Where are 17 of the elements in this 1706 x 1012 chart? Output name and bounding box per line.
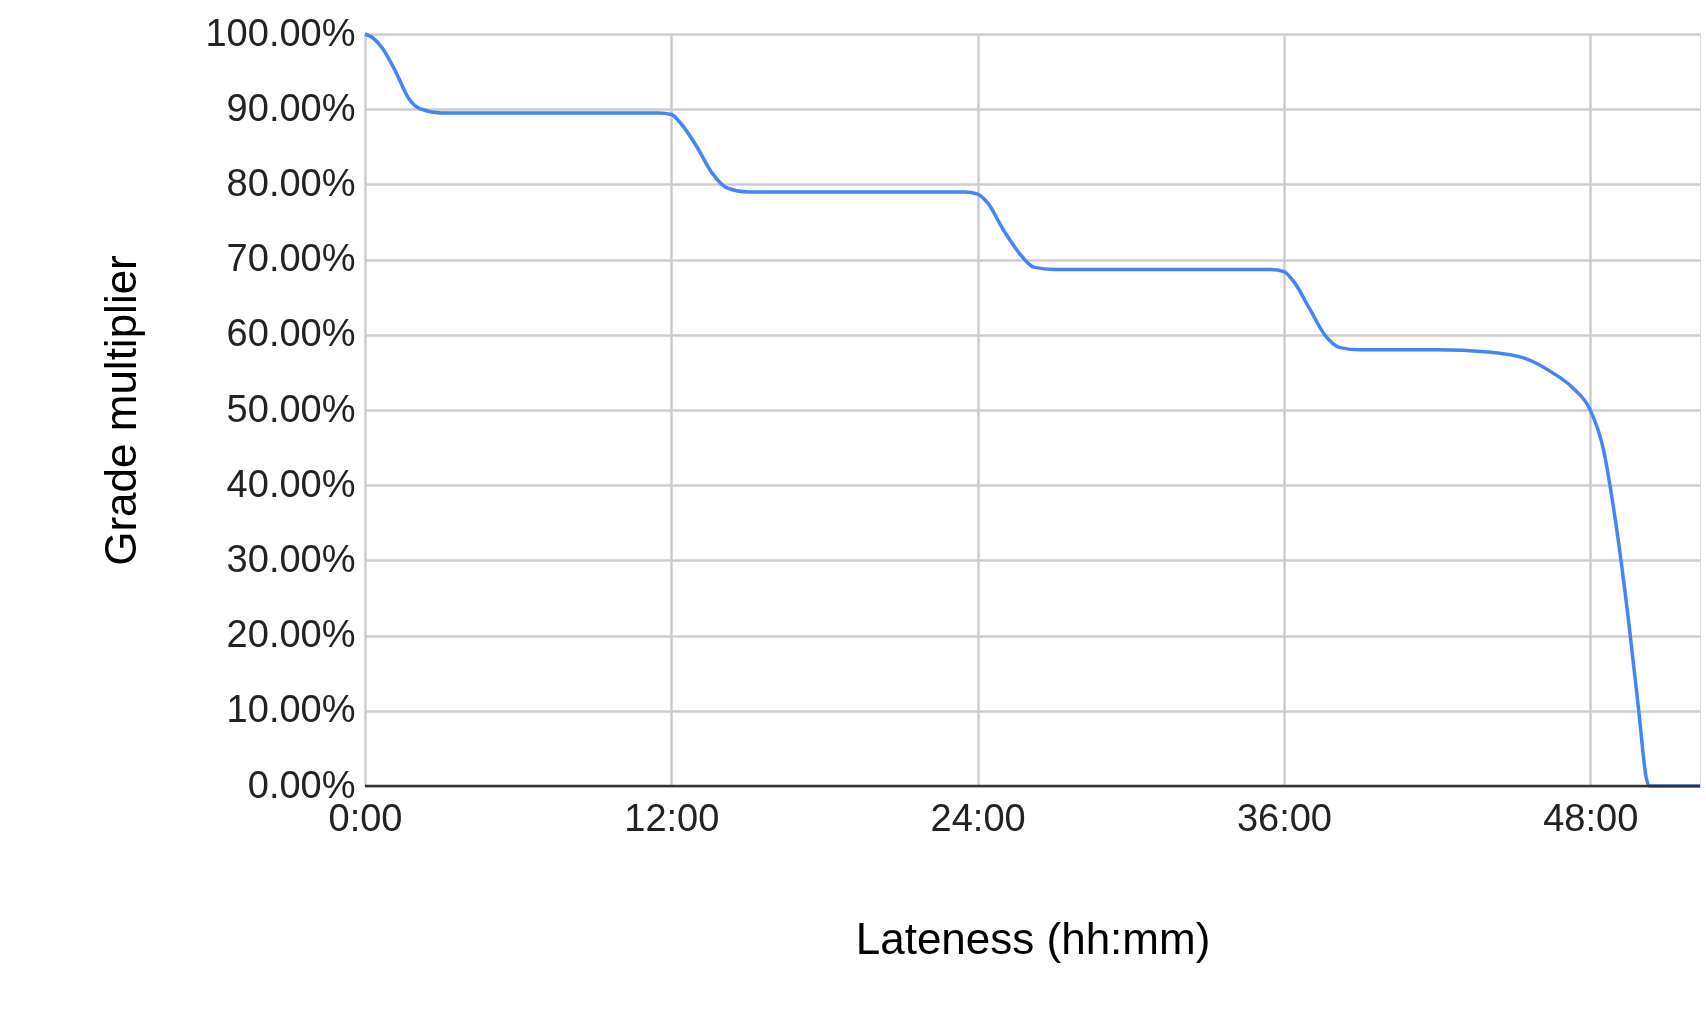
y-tick-label: 80.00%	[226, 161, 356, 204]
x-axis-title: Lateness (hh:mm)	[855, 913, 1211, 963]
y-tick-label: 30.00%	[226, 537, 356, 580]
y-tick-label: 50.00%	[226, 387, 356, 430]
y-tick-label: 70.00%	[226, 237, 356, 280]
y-axis-title: Grade multiplier	[96, 255, 146, 566]
y-tick-label: 60.00%	[226, 312, 356, 355]
y-tick-label: 90.00%	[226, 86, 356, 129]
x-tick-label: 36:00	[1236, 796, 1332, 839]
line-series	[363, 32, 1702, 788]
x-tick-label: 48:00	[1543, 796, 1639, 839]
x-tick-label: 12:00	[624, 796, 720, 839]
y-tick-label: 10.00%	[226, 688, 356, 731]
y-tick-label: 20.00%	[226, 613, 356, 656]
y-tick-label: 100.00%	[205, 11, 356, 54]
x-tick-label: 24:00	[930, 796, 1026, 839]
y-tick-label: 40.00%	[226, 462, 356, 505]
